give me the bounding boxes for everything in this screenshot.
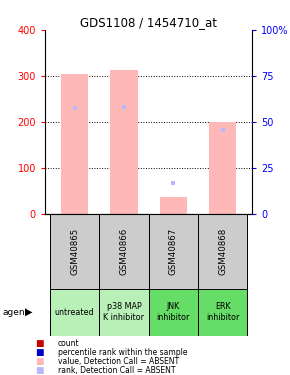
Text: ■: ■ (35, 357, 43, 366)
Text: value, Detection Call = ABSENT: value, Detection Call = ABSENT (58, 357, 179, 366)
Bar (148, 214, 198, 289)
Bar (110, 70, 137, 214)
Text: ■: ■ (35, 348, 43, 357)
Text: JNK
inhibitor: JNK inhibitor (157, 303, 190, 322)
Text: rank, Detection Call = ABSENT: rank, Detection Call = ABSENT (58, 366, 175, 375)
Bar (160, 197, 187, 214)
Text: GSM40867: GSM40867 (169, 228, 178, 275)
Bar (198, 214, 247, 289)
Text: agent: agent (3, 308, 29, 316)
Text: p38 MAP
K inhibitor: p38 MAP K inhibitor (104, 303, 144, 322)
Bar (209, 122, 236, 214)
Bar (50, 214, 99, 289)
Text: GSM40866: GSM40866 (119, 228, 128, 275)
Text: GSM40865: GSM40865 (70, 228, 79, 275)
Text: percentile rank within the sample: percentile rank within the sample (58, 348, 188, 357)
Text: ▶: ▶ (25, 307, 32, 317)
Bar (99, 214, 148, 289)
Text: untreated: untreated (55, 308, 94, 316)
Text: ERK
inhibitor: ERK inhibitor (206, 303, 239, 322)
Title: GDS1108 / 1454710_at: GDS1108 / 1454710_at (80, 16, 217, 29)
Bar (61, 74, 88, 214)
Text: GSM40868: GSM40868 (218, 228, 227, 275)
Text: ■: ■ (35, 339, 43, 348)
Bar (99, 289, 148, 336)
Text: count: count (58, 339, 80, 348)
Bar (148, 289, 198, 336)
Text: ■: ■ (35, 366, 43, 375)
Bar (198, 289, 247, 336)
Bar (50, 289, 99, 336)
